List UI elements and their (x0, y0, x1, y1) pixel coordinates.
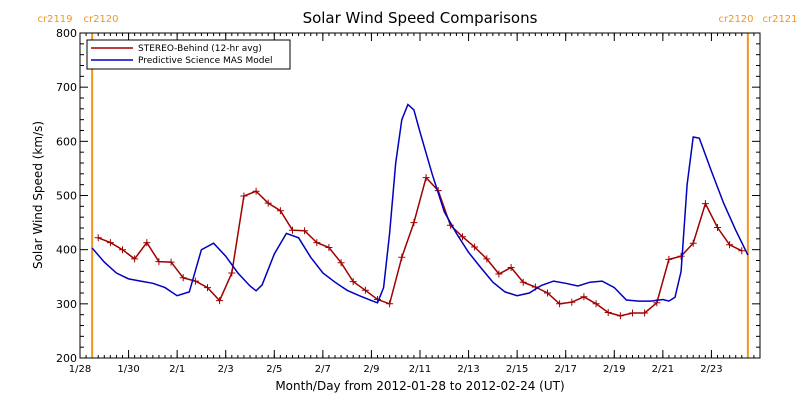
data-point-marker (143, 239, 151, 247)
y-tick-label: 300 (56, 298, 77, 311)
data-point-marker (337, 259, 345, 267)
data-point-marker (94, 234, 102, 242)
x-tick-label: 2/15 (506, 364, 528, 375)
data-point-marker (714, 224, 721, 231)
data-point-marker (179, 274, 187, 282)
data-point-marker (544, 289, 551, 297)
y-tick-label: 500 (56, 190, 77, 203)
x-tick-label: 2/7 (315, 364, 331, 375)
data-point-marker (106, 239, 114, 247)
x-tick-label: 1/28 (69, 364, 91, 375)
series-layer (91, 103, 749, 320)
data-point-marker (556, 300, 564, 308)
axes: 200 300 400 500 600 700 800 1/28 1/30 2/1 2/3 2/5 2/… (56, 27, 761, 375)
data-point-marker (665, 255, 673, 263)
rotation-label-cr2120-right: cr2120 (718, 14, 753, 25)
series-line-1 (91, 103, 749, 304)
data-point-marker (276, 207, 284, 215)
y-tick-label: 700 (56, 81, 77, 94)
data-point-marker (228, 269, 236, 277)
y-tick-label: 400 (56, 244, 77, 257)
data-point-marker (386, 300, 394, 308)
data-point-marker (459, 233, 466, 241)
y-tick-label: 600 (56, 135, 77, 148)
data-point-marker (726, 241, 734, 249)
data-point-marker (495, 270, 503, 278)
data-point-marker (289, 226, 296, 234)
data-point-marker (325, 244, 333, 251)
x-tick-label: 2/21 (652, 364, 674, 375)
data-point-marker (301, 227, 309, 235)
x-tick-label: 2/17 (554, 364, 576, 375)
data-point-marker (422, 174, 430, 182)
x-tick-label: 2/19 (603, 364, 625, 375)
rotation-markers (91, 33, 749, 358)
chart-title: Solar Wind Speed Comparisons (303, 9, 538, 27)
rotation-label-cr2120-left: cr2120 (83, 14, 118, 25)
legend-label-mas: Predictive Science MAS Model (138, 56, 273, 66)
data-point-marker (471, 243, 479, 251)
data-point-marker (240, 192, 248, 200)
data-point-marker (580, 293, 588, 301)
data-point-marker (155, 258, 163, 266)
x-tick-label: 1/30 (117, 364, 139, 375)
data-point-marker (629, 309, 636, 317)
data-point-marker (616, 312, 624, 320)
data-point-marker (568, 298, 576, 306)
legend-box (86, 39, 291, 70)
x-tick-label: 2/13 (457, 364, 479, 375)
data-point-marker (738, 247, 746, 255)
y-tick-label: 200 (56, 352, 77, 365)
data-point-marker (677, 252, 685, 260)
data-point-marker (119, 246, 126, 254)
legend-label-stereo: STEREO-Behind (12-hr avg) (138, 44, 262, 54)
x-tick-label: 2/5 (266, 364, 282, 375)
data-point-marker (264, 199, 272, 207)
data-point-marker (216, 297, 224, 305)
legend: STEREO-Behind (12-hr avg) Predictive Sci… (86, 39, 291, 70)
data-point-marker (398, 253, 406, 261)
rotation-label-cr2121: cr2121 (762, 14, 797, 25)
data-point-marker (204, 284, 211, 292)
series-line-0 (97, 176, 743, 317)
data-point-marker (519, 278, 527, 286)
data-point-marker (483, 255, 491, 263)
x-tick-label: 2/1 (169, 364, 185, 375)
data-point-marker (167, 258, 175, 266)
data-point-marker (604, 309, 612, 316)
plot-frame (79, 32, 761, 359)
y-axis-label: Solar Wind Speed (km/s) (31, 121, 45, 269)
data-point-marker (592, 300, 600, 308)
data-point-marker (252, 187, 260, 195)
data-point-marker (131, 255, 139, 263)
data-point-marker (349, 278, 357, 286)
data-point-marker (701, 200, 709, 208)
x-tick-label: 2/11 (409, 364, 431, 375)
rotation-label-cr2119: cr2119 (37, 14, 72, 25)
data-point-marker (507, 264, 515, 271)
x-axis-label: Month/Day from 2012-01-28 to 2012-02-24 … (275, 379, 564, 393)
data-point-marker (689, 239, 697, 247)
data-point-marker (361, 286, 369, 294)
x-tick-label: 2/3 (218, 364, 234, 375)
data-point-marker (313, 239, 321, 247)
data-point-marker (641, 309, 649, 317)
data-point-marker (410, 219, 418, 227)
x-tick-label: 2/9 (363, 364, 379, 375)
x-tick-label: 2/23 (700, 364, 722, 375)
y-tick-label: 800 (56, 27, 77, 40)
